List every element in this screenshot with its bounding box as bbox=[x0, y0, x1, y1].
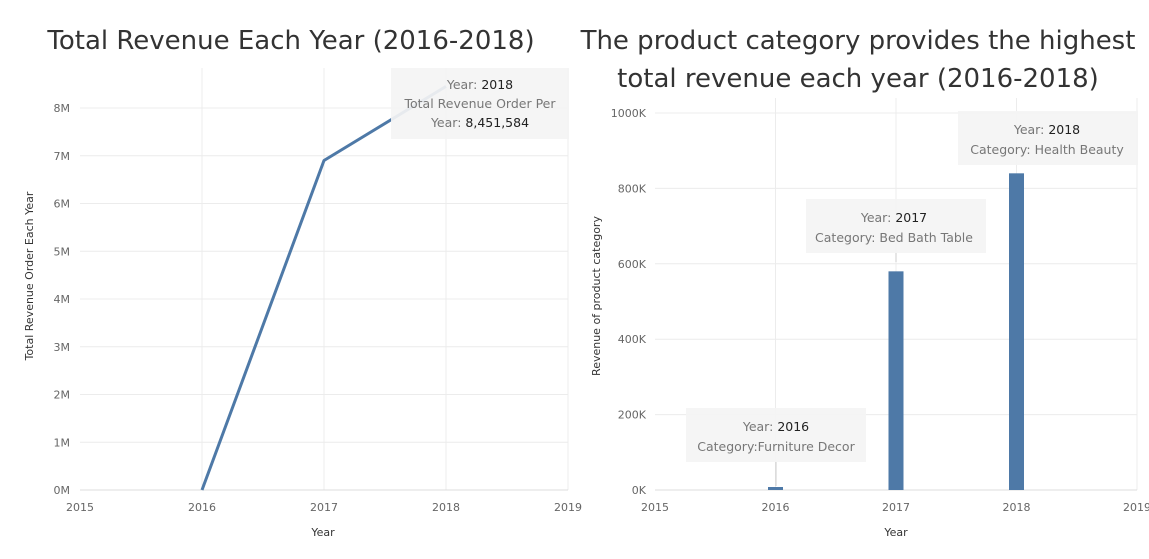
bar-tooltip-2016: Year: 2016 Category:Furniture Decor bbox=[686, 408, 866, 486]
bar-tooltip-2018-box bbox=[958, 111, 1138, 165]
line-tooltip-measure-label: Total Revenue Order Per bbox=[404, 96, 557, 111]
bar-x-tick-label: 2019 bbox=[1123, 501, 1149, 514]
line-tooltip: Year: 2018 Total Revenue Order Per Year:… bbox=[391, 68, 569, 139]
line-y-tick-label: 7M bbox=[54, 150, 71, 163]
line-chart-x-ticks: 2015 2016 2017 2018 2019 bbox=[66, 501, 582, 514]
line-y-tick-label: 0M bbox=[54, 484, 71, 497]
line-y-tick-label: 3M bbox=[54, 341, 71, 354]
line-y-tick-label: 4M bbox=[54, 293, 71, 306]
bar-2016[interactable] bbox=[768, 487, 783, 490]
bar-y-tick-label: 400K bbox=[618, 333, 647, 346]
line-x-tick-label: 2018 bbox=[432, 501, 460, 514]
bar-chart-y-axis-title: Revenue of product category bbox=[590, 216, 603, 376]
line-chart-y-ticks: 0M 1M 2M 3M 4M 5M 6M 7M 8M bbox=[54, 102, 71, 497]
bar-tooltip-2016-year-row: Year: 2016 bbox=[742, 419, 809, 434]
bar-y-tick-label: 0K bbox=[632, 484, 647, 497]
bar-tooltip-2017-year-row: Year: 2017 bbox=[860, 210, 927, 225]
line-x-tick-label: 2019 bbox=[554, 501, 582, 514]
bar-2017[interactable] bbox=[888, 271, 904, 490]
line-x-tick-label: 2015 bbox=[66, 501, 94, 514]
bar-chart-y-ticks: 0K 200K 400K 600K 800K 1000K bbox=[611, 107, 647, 497]
bar-tooltip-2016-category: Category:Furniture Decor bbox=[697, 439, 855, 454]
line-x-tick-label: 2016 bbox=[188, 501, 216, 514]
bar-chart-title-line1: The product category provides the highes… bbox=[580, 26, 1136, 56]
bar-y-tick-label: 600K bbox=[618, 258, 647, 271]
line-y-tick-label: 1M bbox=[54, 436, 71, 449]
bar-x-tick-label: 2016 bbox=[762, 501, 790, 514]
revenue-line-chart: Total Revenue Each Year (2016-2018) 0M 1M… bbox=[23, 26, 582, 539]
line-y-tick-label: 8M bbox=[54, 102, 71, 115]
bar-tooltip-2016-box bbox=[686, 408, 866, 462]
line-y-tick-label: 5M bbox=[54, 245, 71, 258]
bar-tooltip-2017: Year: 2017 Category: Bed Bath Table bbox=[806, 199, 986, 262]
bar-tooltip-2018: Year: 2018 Category: Health Beauty bbox=[958, 111, 1138, 165]
bar-chart-x-axis-title: Year bbox=[883, 526, 908, 539]
line-y-tick-label: 6M bbox=[54, 198, 71, 211]
bar-tooltip-2017-box bbox=[806, 199, 986, 253]
line-chart-x-axis-title: Year bbox=[310, 526, 335, 539]
bar-y-tick-label: 200K bbox=[618, 409, 647, 422]
bar-chart-bars bbox=[768, 173, 1024, 490]
bar-tooltip-2018-year-row: Year: 2018 bbox=[1013, 122, 1080, 137]
line-tooltip-measure-row: Year: 8,451,584 bbox=[430, 115, 529, 130]
bar-2018[interactable] bbox=[1009, 173, 1024, 490]
line-x-tick-label: 2017 bbox=[310, 501, 338, 514]
bar-x-tick-label: 2018 bbox=[1003, 501, 1031, 514]
line-chart-y-axis-title: Total Revenue Order Each Year bbox=[23, 191, 36, 361]
bar-chart-x-ticks: 2015 2016 2017 2018 2019 bbox=[641, 501, 1149, 514]
bar-y-tick-label: 1000K bbox=[611, 107, 647, 120]
line-y-tick-label: 2M bbox=[54, 389, 71, 402]
bar-tooltip-2018-category: Category: Health Beauty bbox=[970, 142, 1124, 157]
line-tooltip-year-row: Year: 2018 bbox=[446, 77, 513, 92]
bar-chart-title-line2: total revenue each year (2016-2018) bbox=[617, 64, 1099, 94]
bar-y-tick-label: 800K bbox=[618, 182, 647, 195]
line-chart-title: Total Revenue Each Year (2016-2018) bbox=[46, 26, 534, 56]
bar-x-tick-label: 2017 bbox=[882, 501, 910, 514]
bar-x-tick-label: 2015 bbox=[641, 501, 669, 514]
category-bar-chart: The product category provides the highes… bbox=[580, 26, 1149, 539]
bar-tooltip-2017-category: Category: Bed Bath Table bbox=[815, 230, 973, 245]
line-tooltip-box bbox=[391, 68, 569, 139]
